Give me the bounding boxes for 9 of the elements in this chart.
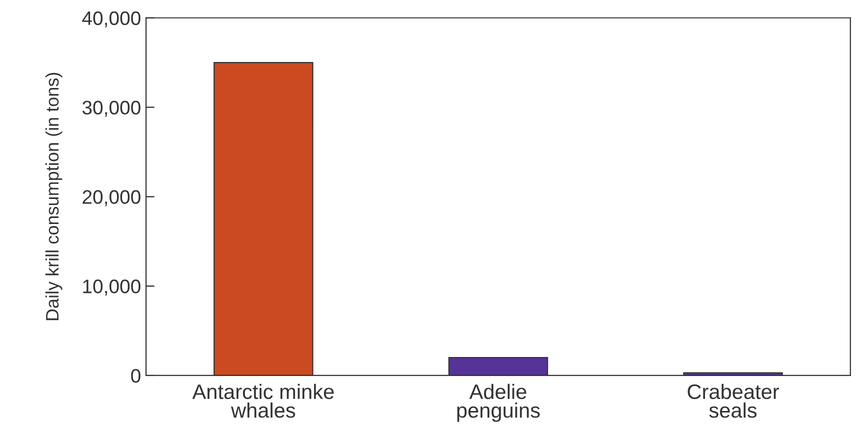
y-tick-label: 0 xyxy=(131,368,140,383)
y-tick-label: 10,000 xyxy=(83,280,140,296)
x-tick-label: Adelie penguins xyxy=(457,384,540,422)
y-tick-label: 20,000 xyxy=(82,190,140,206)
y-tick-label: 40,000 xyxy=(82,11,140,28)
y-axis-title: Daily krill consumption (in tons) xyxy=(45,72,62,320)
x-tick-label: Antarctic minke whales xyxy=(192,384,334,418)
x-tick-label: Crabeater seals xyxy=(688,384,779,418)
y-tick-label: 30,000 xyxy=(82,100,140,117)
